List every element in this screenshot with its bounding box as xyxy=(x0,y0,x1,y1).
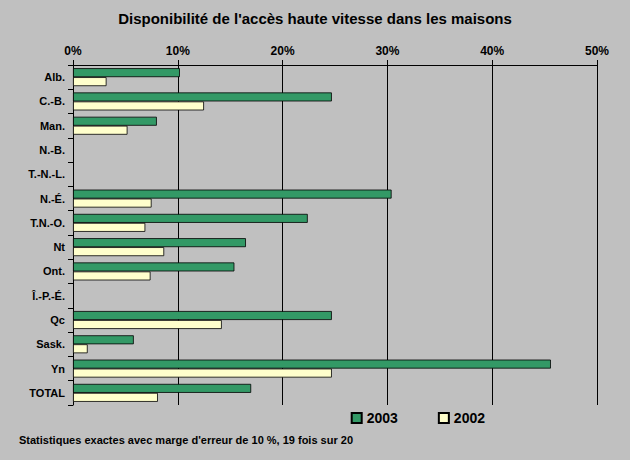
svg-text:2002: 2002 xyxy=(454,410,485,426)
svg-text:Alb.: Alb. xyxy=(44,71,65,83)
svg-text:Nt: Nt xyxy=(53,241,65,253)
svg-text:Man.: Man. xyxy=(40,120,65,132)
svg-text:N.-É.: N.-É. xyxy=(40,193,65,205)
svg-text:T.N.-O.: T.N.-O. xyxy=(30,217,65,229)
svg-text:40%: 40% xyxy=(480,44,504,58)
svg-text:0%: 0% xyxy=(64,44,82,58)
svg-text:T.-N.-L.: T.-N.-L. xyxy=(28,168,65,180)
svg-text:C.-B.: C.-B. xyxy=(39,95,65,107)
svg-text:Yn: Yn xyxy=(51,363,65,375)
svg-text:Disponibilité de l'accès haute: Disponibilité de l'accès haute vitesse d… xyxy=(118,10,512,27)
svg-text:Ont.: Ont. xyxy=(43,265,65,277)
svg-text:10%: 10% xyxy=(166,44,190,58)
svg-text:20%: 20% xyxy=(271,44,295,58)
svg-text:Qc: Qc xyxy=(50,314,65,326)
svg-text:TOTAL: TOTAL xyxy=(29,387,65,399)
svg-text:50%: 50% xyxy=(585,44,609,58)
svg-text:2003: 2003 xyxy=(367,410,398,426)
svg-text:Statistiques exactes avec marg: Statistiques exactes avec marge d'erreur… xyxy=(19,434,353,446)
svg-text:N.-B.: N.-B. xyxy=(39,144,65,156)
svg-text:30%: 30% xyxy=(375,44,399,58)
svg-text:Sask.: Sask. xyxy=(36,338,65,350)
svg-text:Î.-P.-É.: Î.-P.-É. xyxy=(31,290,65,302)
